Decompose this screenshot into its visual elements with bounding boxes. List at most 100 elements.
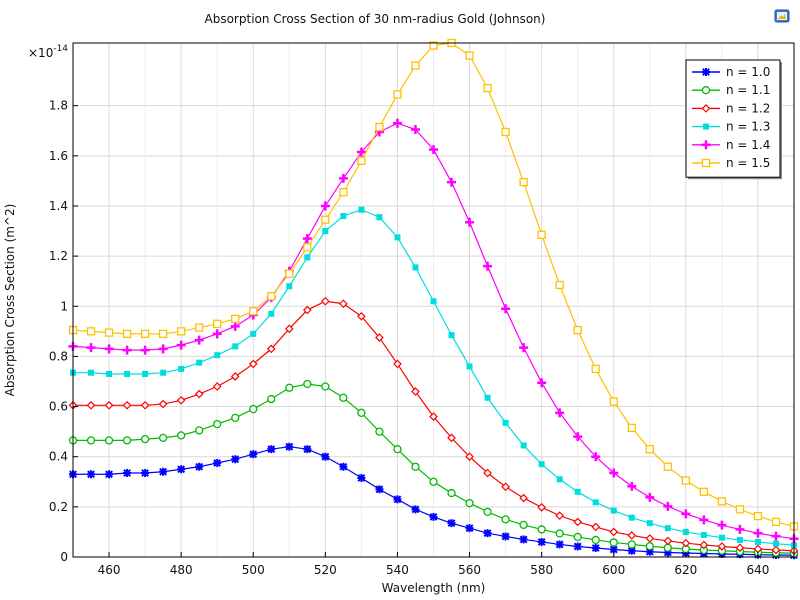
data-point (501, 482, 510, 492)
data-point (771, 545, 781, 555)
data-point (321, 382, 330, 391)
legend-marker (701, 86, 711, 95)
data-point (104, 400, 114, 410)
data-point (645, 492, 655, 502)
data-point (555, 408, 565, 418)
legend-marker (703, 123, 709, 130)
data-point (447, 519, 456, 528)
data-point (122, 345, 132, 355)
legend-entry: n = 1.0 (692, 65, 770, 79)
data-point (466, 363, 473, 370)
data-point (411, 61, 420, 70)
x-tick-label: 460 (98, 563, 121, 577)
export-image-icon[interactable] (774, 8, 790, 24)
data-point (158, 329, 168, 338)
legend-entry: n = 1.2 (692, 101, 770, 115)
data-point (394, 234, 401, 241)
data-point (393, 90, 402, 99)
data-point (122, 329, 132, 338)
data-point (448, 332, 455, 339)
legend-entry: n = 1.4 (692, 138, 770, 152)
data-point (214, 352, 221, 359)
data-point (249, 450, 258, 459)
data-point (195, 426, 204, 435)
data-point (303, 243, 312, 252)
data-point (356, 147, 366, 157)
series-3 (68, 296, 799, 556)
data-point (555, 511, 565, 520)
data-point (105, 470, 114, 479)
data-point (160, 369, 167, 376)
data-point (556, 476, 563, 483)
data-point (320, 201, 330, 211)
data-point (592, 499, 599, 506)
data-point (519, 178, 528, 187)
data-point (303, 445, 312, 454)
data-point (502, 419, 509, 426)
data-point (321, 452, 330, 461)
data-point (393, 445, 402, 454)
data-point (285, 269, 294, 278)
x-tick-label: 620 (674, 563, 697, 577)
data-point (537, 537, 546, 546)
y-tick-label: 0.6 (49, 400, 68, 414)
data-point (375, 485, 384, 494)
data-point (266, 344, 276, 354)
data-point (754, 538, 761, 545)
data-point (194, 335, 204, 345)
y-tick-label: 1.6 (49, 149, 68, 163)
x-tick-label: 540 (386, 563, 409, 577)
data-point (429, 145, 438, 155)
data-point (699, 515, 709, 525)
data-point (465, 524, 474, 533)
data-point (140, 329, 150, 338)
data-point (357, 156, 366, 165)
data-point (609, 538, 618, 547)
x-tick-label: 600 (602, 563, 625, 577)
data-point (663, 536, 673, 546)
data-point (338, 173, 348, 183)
data-point (140, 345, 150, 355)
data-point (483, 529, 492, 538)
data-point (519, 535, 528, 544)
data-point (591, 543, 600, 552)
data-point (771, 531, 781, 541)
data-point (231, 455, 240, 464)
data-point (501, 532, 510, 541)
data-point (609, 397, 618, 406)
data-point (699, 487, 709, 496)
data-point (357, 408, 366, 417)
legend-box (685, 59, 781, 178)
data-point (231, 413, 240, 422)
data-point (555, 529, 564, 538)
data-point (86, 327, 96, 336)
y-tick-label: 0.2 (49, 500, 68, 514)
y-tick-label: 1.8 (49, 99, 68, 113)
data-point (339, 299, 348, 309)
data-point (392, 118, 402, 128)
data-point (322, 228, 329, 235)
data-point (122, 400, 132, 410)
data-point (555, 280, 564, 290)
data-point (681, 509, 691, 519)
data-point (176, 395, 186, 405)
data-point (735, 505, 745, 514)
data-point (178, 365, 185, 372)
data-point (591, 522, 601, 532)
legend-label: n = 1.3 (726, 120, 770, 134)
legend-marker (701, 104, 711, 113)
data-point (124, 370, 131, 377)
data-point (231, 314, 240, 323)
data-point (140, 435, 150, 444)
data-point (196, 359, 203, 366)
data-point (194, 389, 204, 399)
data-point (429, 412, 438, 421)
data-point (213, 458, 222, 467)
data-point (393, 359, 402, 369)
data-point (465, 51, 474, 60)
data-point (483, 261, 493, 271)
legend-marker (702, 68, 710, 76)
data-point (267, 445, 276, 454)
data-point (140, 400, 150, 410)
data-point (483, 83, 492, 93)
